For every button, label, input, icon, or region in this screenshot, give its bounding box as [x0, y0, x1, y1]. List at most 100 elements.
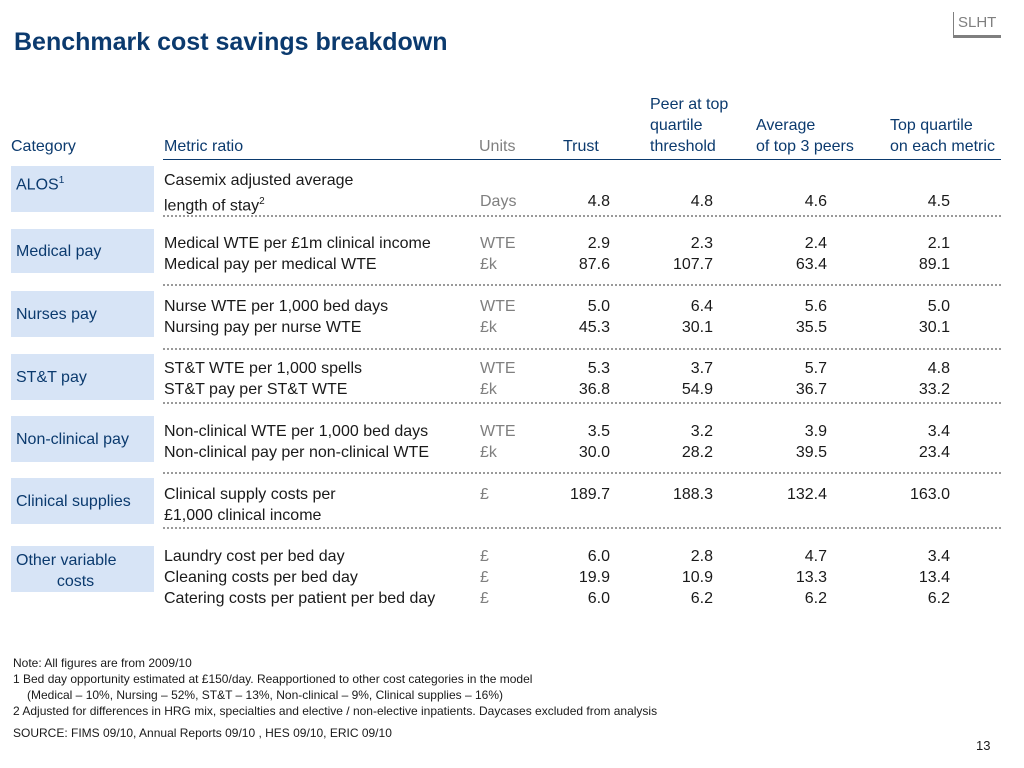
metric-label: length of stay2 — [164, 196, 265, 215]
top-quartile-value: 4.8 — [927, 360, 950, 377]
trust-value: 5.0 — [587, 298, 610, 315]
top-quartile-value: 13.4 — [918, 569, 950, 586]
row-divider — [163, 527, 1001, 529]
table-row-other-2: Cleaning costs per bed day £ 19.9 10.9 1… — [0, 567, 1024, 588]
metric-label: Casemix adjusted average — [164, 172, 354, 189]
header-top-quartile: Top quartile on each metric — [890, 117, 995, 155]
average-value: 13.3 — [795, 569, 827, 586]
average-value: 6.2 — [804, 590, 827, 607]
unit-cell: Days — [480, 193, 517, 210]
metric-label: ST&T pay per ST&T WTE — [164, 381, 348, 398]
peer-value: 4.8 — [690, 193, 713, 210]
table-row-nurses-2: Nursing pay per nurse WTE £k 45.3 30.1 3… — [0, 317, 1024, 338]
header-units: Units — [479, 138, 516, 155]
trust-value: 5.3 — [587, 360, 610, 377]
row-divider — [163, 472, 1001, 474]
unit-cell: WTE — [480, 423, 516, 440]
category-other-variable-costs: Other variable costs — [11, 546, 154, 592]
table-row-medical-2: Medical pay per medical WTE £k 87.6 107.… — [0, 254, 1024, 275]
metric-label: Non-clinical WTE per 1,000 bed days — [164, 423, 429, 440]
category-clinical-supplies: Clinical supplies — [11, 478, 154, 524]
peer-value: 2.8 — [690, 548, 713, 565]
top-quartile-value: 30.1 — [918, 319, 950, 336]
peer-value: 3.7 — [690, 360, 713, 377]
top-quartile-value: 23.4 — [918, 444, 950, 461]
note-general: Note: All figures are from 2009/10 — [13, 656, 192, 670]
top-quartile-value: 3.4 — [927, 423, 950, 440]
metric-label: ST&T WTE per 1,000 spells — [164, 360, 362, 377]
peer-value: 107.7 — [672, 256, 713, 273]
metric-label: £1,000 clinical income — [164, 507, 322, 524]
unit-cell: £k — [480, 256, 497, 273]
header-peer: Peer at top quartile threshold — [650, 96, 729, 155]
peer-value: 3.2 — [690, 423, 713, 440]
average-value: 5.7 — [804, 360, 827, 377]
top-quartile-value: 6.2 — [927, 590, 950, 607]
table-row-nurses-1: Nurse WTE per 1,000 bed days WTE 5.0 6.4… — [0, 296, 1024, 317]
page-title: Benchmark cost savings breakdown — [14, 28, 448, 56]
row-divider — [163, 284, 1001, 286]
peer-value: 30.1 — [681, 319, 713, 336]
average-value: 39.5 — [795, 444, 827, 461]
top-quartile-value: 4.5 — [927, 193, 950, 210]
metric-label: Nurse WTE per 1,000 bed days — [164, 298, 389, 315]
table-row-nonclinical-1: Non-clinical WTE per 1,000 bed days WTE … — [0, 421, 1024, 442]
trust-value: 30.0 — [578, 444, 610, 461]
category-nurses-pay: Nurses pay — [11, 291, 154, 337]
average-value: 2.4 — [804, 235, 827, 252]
metric-label: Cleaning costs per bed day — [164, 569, 358, 586]
trust-value: 87.6 — [578, 256, 610, 273]
category-non-clinical-pay: Non-clinical pay — [11, 416, 154, 462]
row-divider — [163, 402, 1001, 404]
trust-value: 45.3 — [578, 319, 610, 336]
trust-value: 36.8 — [578, 381, 610, 398]
top-quartile-value: 33.2 — [918, 381, 950, 398]
table-row-alos-2: length of stay2 Days 4.8 4.8 4.6 4.5 — [0, 191, 1024, 214]
average-value: 5.6 — [804, 298, 827, 315]
unit-cell: WTE — [480, 360, 516, 377]
footnotes: Note: All figures are from 2009/10 1 Bed… — [13, 655, 657, 719]
table-row-medical-1: Medical WTE per £1m clinical income WTE … — [0, 233, 1024, 254]
top-quartile-value: 3.4 — [927, 548, 950, 565]
peer-value: 188.3 — [672, 486, 713, 503]
page-number: 13 — [976, 738, 991, 753]
average-value: 36.7 — [795, 381, 827, 398]
metric-label: Clinical supply costs per — [164, 486, 336, 503]
unit-cell: £ — [480, 486, 489, 503]
unit-cell: WTE — [480, 235, 516, 252]
table-row-stt-1: ST&T WTE per 1,000 spells WTE 5.3 3.7 5.… — [0, 358, 1024, 379]
header-average: Average of top 3 peers — [756, 117, 854, 155]
footnote-2: 2 Adjusted for differences in HRG mix, s… — [13, 704, 658, 718]
average-value: 35.5 — [795, 319, 827, 336]
peer-value: 10.9 — [681, 569, 713, 586]
table-row-supplies-2: £1,000 clinical income — [0, 505, 1024, 526]
unit-cell: £ — [480, 590, 489, 607]
row-divider — [163, 348, 1001, 350]
source-line: SOURCE: FIMS 09/10, Annual Reports 09/10… — [13, 726, 392, 740]
unit-cell: £k — [480, 444, 497, 461]
table-row-supplies-1: Clinical supply costs per £ 189.7 188.3 … — [0, 484, 1024, 505]
unit-cell: WTE — [480, 298, 516, 315]
table-row-nonclinical-2: Non-clinical pay per non-clinical WTE £k… — [0, 442, 1024, 463]
metric-label: Medical pay per medical WTE — [164, 256, 377, 273]
header-rule — [163, 159, 1001, 160]
unit-cell: £k — [480, 381, 497, 398]
footnote-1-detail: (Medical – 10%, Nursing – 52%, ST&T – 13… — [27, 688, 503, 702]
peer-value: 6.2 — [690, 590, 713, 607]
trust-value: 4.8 — [587, 193, 610, 210]
table-row-alos-1: Casemix adjusted average — [0, 170, 1024, 191]
trust-value: 6.0 — [587, 590, 610, 607]
unit-cell: £k — [480, 319, 497, 336]
metric-label: Laundry cost per bed day — [164, 548, 345, 565]
peer-value: 54.9 — [681, 381, 713, 398]
average-value: 4.7 — [804, 548, 827, 565]
slht-logo: SLHT — [953, 12, 1001, 38]
metric-label: Nursing pay per nurse WTE — [164, 319, 362, 336]
trust-value: 2.9 — [587, 235, 610, 252]
table-row-stt-2: ST&T pay per ST&T WTE £k 36.8 54.9 36.7 … — [0, 379, 1024, 400]
metric-label: Medical WTE per £1m clinical income — [164, 235, 431, 252]
footnote-1: 1 Bed day opportunity estimated at £150/… — [13, 672, 533, 686]
peer-value: 28.2 — [681, 444, 713, 461]
average-value: 132.4 — [786, 486, 827, 503]
trust-value: 6.0 — [587, 548, 610, 565]
